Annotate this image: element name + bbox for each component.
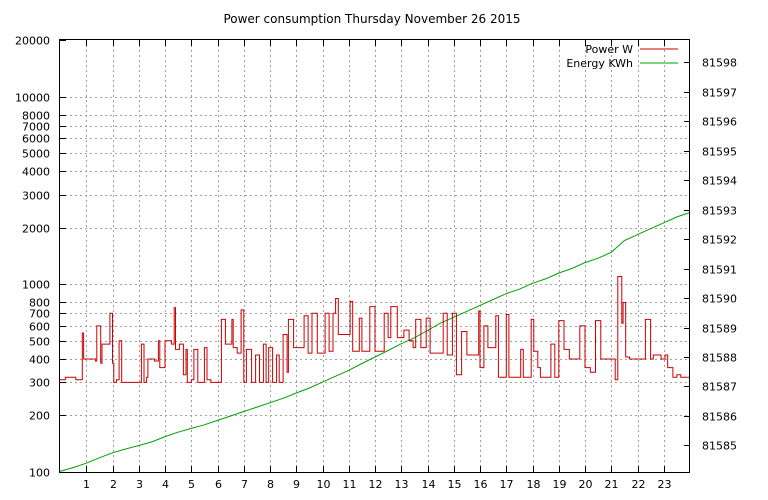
y-left-tick-label: 1000 xyxy=(22,279,50,292)
y-left-tick-label: 200 xyxy=(29,410,50,423)
y-left-tick-label: 7000 xyxy=(22,121,50,134)
energy-series xyxy=(59,212,691,472)
y-left-tick-label: 400 xyxy=(29,354,50,367)
x-tick-label: 15 xyxy=(448,478,462,491)
y-right-tick-label: 81598 xyxy=(702,57,737,70)
legend: Power W Energy KWh xyxy=(566,43,678,70)
x-tick-label: 3 xyxy=(136,478,143,491)
y-right-tick-label: 81587 xyxy=(702,381,737,394)
x-tick-label: 10 xyxy=(317,478,331,491)
y-right-tick-label: 81597 xyxy=(702,87,737,100)
legend-power-label: Power W xyxy=(585,43,633,56)
y-right-tick-label: 81592 xyxy=(702,234,737,247)
y-right-tick-label: 81593 xyxy=(702,205,737,218)
chart-title: Power consumption Thursday November 26 2… xyxy=(223,12,520,26)
y-left-tick-label: 2000 xyxy=(22,223,50,236)
x-tick-label: 1 xyxy=(83,478,90,491)
power-series xyxy=(60,276,690,383)
y-left-tick-label: 3000 xyxy=(22,190,50,203)
power-line xyxy=(60,276,690,383)
legend-energy-label: Energy KWh xyxy=(566,57,633,70)
y-left-tick-label: 100 xyxy=(29,467,50,480)
y-left-tick-label: 8000 xyxy=(22,110,50,123)
y-right-tick-label: 81596 xyxy=(702,116,737,129)
y-right-tick-label: 81586 xyxy=(702,411,737,424)
y-right-tick-label: 81589 xyxy=(702,323,737,336)
x-tick-label: 7 xyxy=(241,478,248,491)
y-left-tick-label: 10000 xyxy=(15,92,50,105)
y-right-tick-label: 81594 xyxy=(702,175,737,188)
x-tick-label: 6 xyxy=(215,478,222,491)
y-left-tick-label: 20000 xyxy=(15,35,50,48)
grid xyxy=(60,40,690,472)
x-tick-label: 12 xyxy=(369,478,383,491)
y-left-tick-label: 800 xyxy=(29,297,50,310)
x-tick-label: 14 xyxy=(422,478,436,491)
x-tick-label: 17 xyxy=(500,478,514,491)
energy-line xyxy=(59,212,691,472)
y-left-tick-label: 4000 xyxy=(22,166,50,179)
x-tick-label: 9 xyxy=(293,478,300,491)
y-right-tick-label: 81590 xyxy=(702,293,737,306)
y-left-tick-label: 300 xyxy=(29,377,50,390)
y-right-tick-label: 81585 xyxy=(702,440,737,453)
x-tick-label: 8 xyxy=(267,478,274,491)
y-left-tick-label: 6000 xyxy=(22,133,50,146)
y-right-tick-label: 81595 xyxy=(702,146,737,159)
x-tick-label: 13 xyxy=(395,478,409,491)
x-tick-label: 16 xyxy=(474,478,488,491)
y-left-tick-label: 700 xyxy=(29,308,50,321)
y-right-tick-label: 81591 xyxy=(702,264,737,277)
y-left-tick-label: 500 xyxy=(29,336,50,349)
x-tick-label: 19 xyxy=(553,478,567,491)
y-left-tick-label: 5000 xyxy=(22,148,50,161)
x-tick-label: 18 xyxy=(527,478,541,491)
x-tick-label: 23 xyxy=(658,478,672,491)
x-tick-label: 4 xyxy=(162,478,169,491)
axes: 1 2 3 4 5 6 7 8 9 10 11 12 13 14 15 16 17 18 19 20 21 22 23100… xyxy=(15,35,737,492)
x-tick-label: 20 xyxy=(579,478,593,491)
y-left-tick-label: 600 xyxy=(29,321,50,334)
plot-frame xyxy=(59,39,690,473)
x-tick-label: 22 xyxy=(632,478,646,491)
x-tick-label: 21 xyxy=(605,478,619,491)
x-tick-label: 2 xyxy=(110,478,117,491)
x-tick-label: 11 xyxy=(343,478,357,491)
y-right-tick-label: 81588 xyxy=(702,352,737,365)
x-tick-label: 5 xyxy=(188,478,195,491)
